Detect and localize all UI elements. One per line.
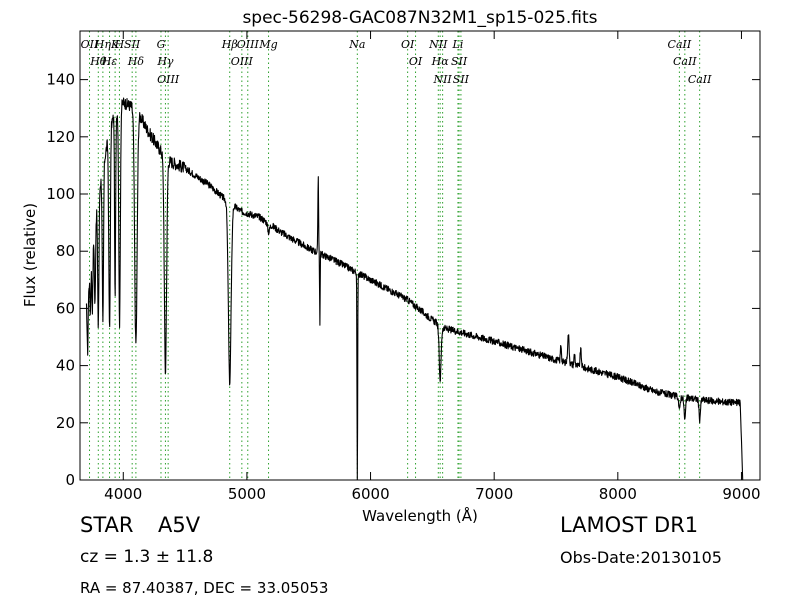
spectral-line-label: OIII <box>231 55 254 68</box>
spectral-line-label: SII <box>453 73 470 86</box>
x-tick-label: 4000 <box>104 485 142 503</box>
y-tick-label: 100 <box>46 185 75 203</box>
y-axis-label: Flux (relative) <box>21 203 39 307</box>
observation-date: Obs-Date:20130105 <box>560 548 722 567</box>
x-tick-label: 5000 <box>228 485 266 503</box>
x-tick-label: 6000 <box>351 485 389 503</box>
spectral-line-label: Mg <box>258 38 277 51</box>
spectral-line-label: SII <box>124 38 141 51</box>
object-type: STAR <box>80 513 134 537</box>
spectral-line-label: NII <box>432 73 452 86</box>
spectral-line-label: H <box>114 38 125 51</box>
spectral-line-markers <box>89 31 701 480</box>
plot-frame <box>79 30 761 481</box>
y-axis-ticks: 0 20 40 60 80 100 120 140 <box>46 71 760 489</box>
spectral-line-label: OIII <box>237 38 260 51</box>
spectral-line-label: CaII <box>668 38 692 51</box>
spectral-line-label: Hδ <box>127 55 145 68</box>
spectral-line-label: Na <box>348 38 365 51</box>
spectral-line-label: CaII <box>673 55 697 68</box>
y-tick-label: 80 <box>56 242 75 260</box>
spectral-line-label: Li <box>452 38 464 51</box>
spectral-line-label: OII <box>81 38 99 51</box>
spectral-line-label: G <box>157 38 166 51</box>
survey-name: LAMOST DR1 <box>560 513 699 537</box>
spectral-line-label: NII <box>428 38 448 51</box>
spectral-line-label: Hβ <box>221 38 238 51</box>
x-tick-label: 8000 <box>599 485 637 503</box>
coordinates: RA = 87.40387, DEC = 33.05053 <box>80 579 329 597</box>
x-axis-label: Wavelength (Å) <box>362 506 478 525</box>
y-tick-label: 60 <box>56 299 75 317</box>
x-tick-label: 7000 <box>475 485 513 503</box>
spectral-line-label: Hθ <box>89 55 107 68</box>
spectral-line-label: Hα <box>431 55 450 68</box>
y-tick-label: 20 <box>56 414 75 432</box>
x-axis-ticks: 4000 5000 6000 7000 8000 9000 <box>104 31 761 503</box>
redshift-cz: cz = 1.3 ± 11.8 <box>80 547 214 567</box>
chart-title: spec-56298-GAC087N32M1_sp15-025.fits <box>242 8 597 28</box>
x-tick-label: 9000 <box>722 485 760 503</box>
spectral-line-label: CaII <box>688 73 712 86</box>
spectral-line-label: Hη <box>94 38 112 51</box>
spectral-line-label: K <box>110 38 120 51</box>
spectral-line-label: Hγ <box>156 55 174 68</box>
spectral-line-label: OI <box>401 38 415 51</box>
y-tick-label: 140 <box>46 71 75 89</box>
spectral-line-label: OI <box>409 55 423 68</box>
y-tick-label: 120 <box>46 128 75 146</box>
y-tick-label: 40 <box>56 357 75 375</box>
spectral-line-label: SII <box>451 55 468 68</box>
spectrum-line <box>85 97 744 481</box>
spectral-line-label: OIII <box>157 73 180 86</box>
y-tick-label: 0 <box>65 471 75 489</box>
subclass: A5V <box>158 513 201 537</box>
spectral-line-label: Hε <box>101 55 118 68</box>
